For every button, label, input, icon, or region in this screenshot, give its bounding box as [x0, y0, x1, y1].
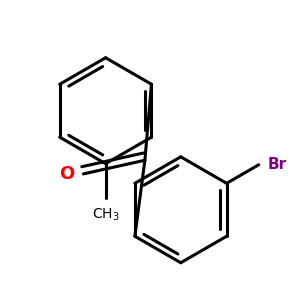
Text: Br: Br [267, 157, 286, 172]
Text: CH$_3$: CH$_3$ [92, 207, 119, 223]
Text: O: O [60, 165, 75, 183]
